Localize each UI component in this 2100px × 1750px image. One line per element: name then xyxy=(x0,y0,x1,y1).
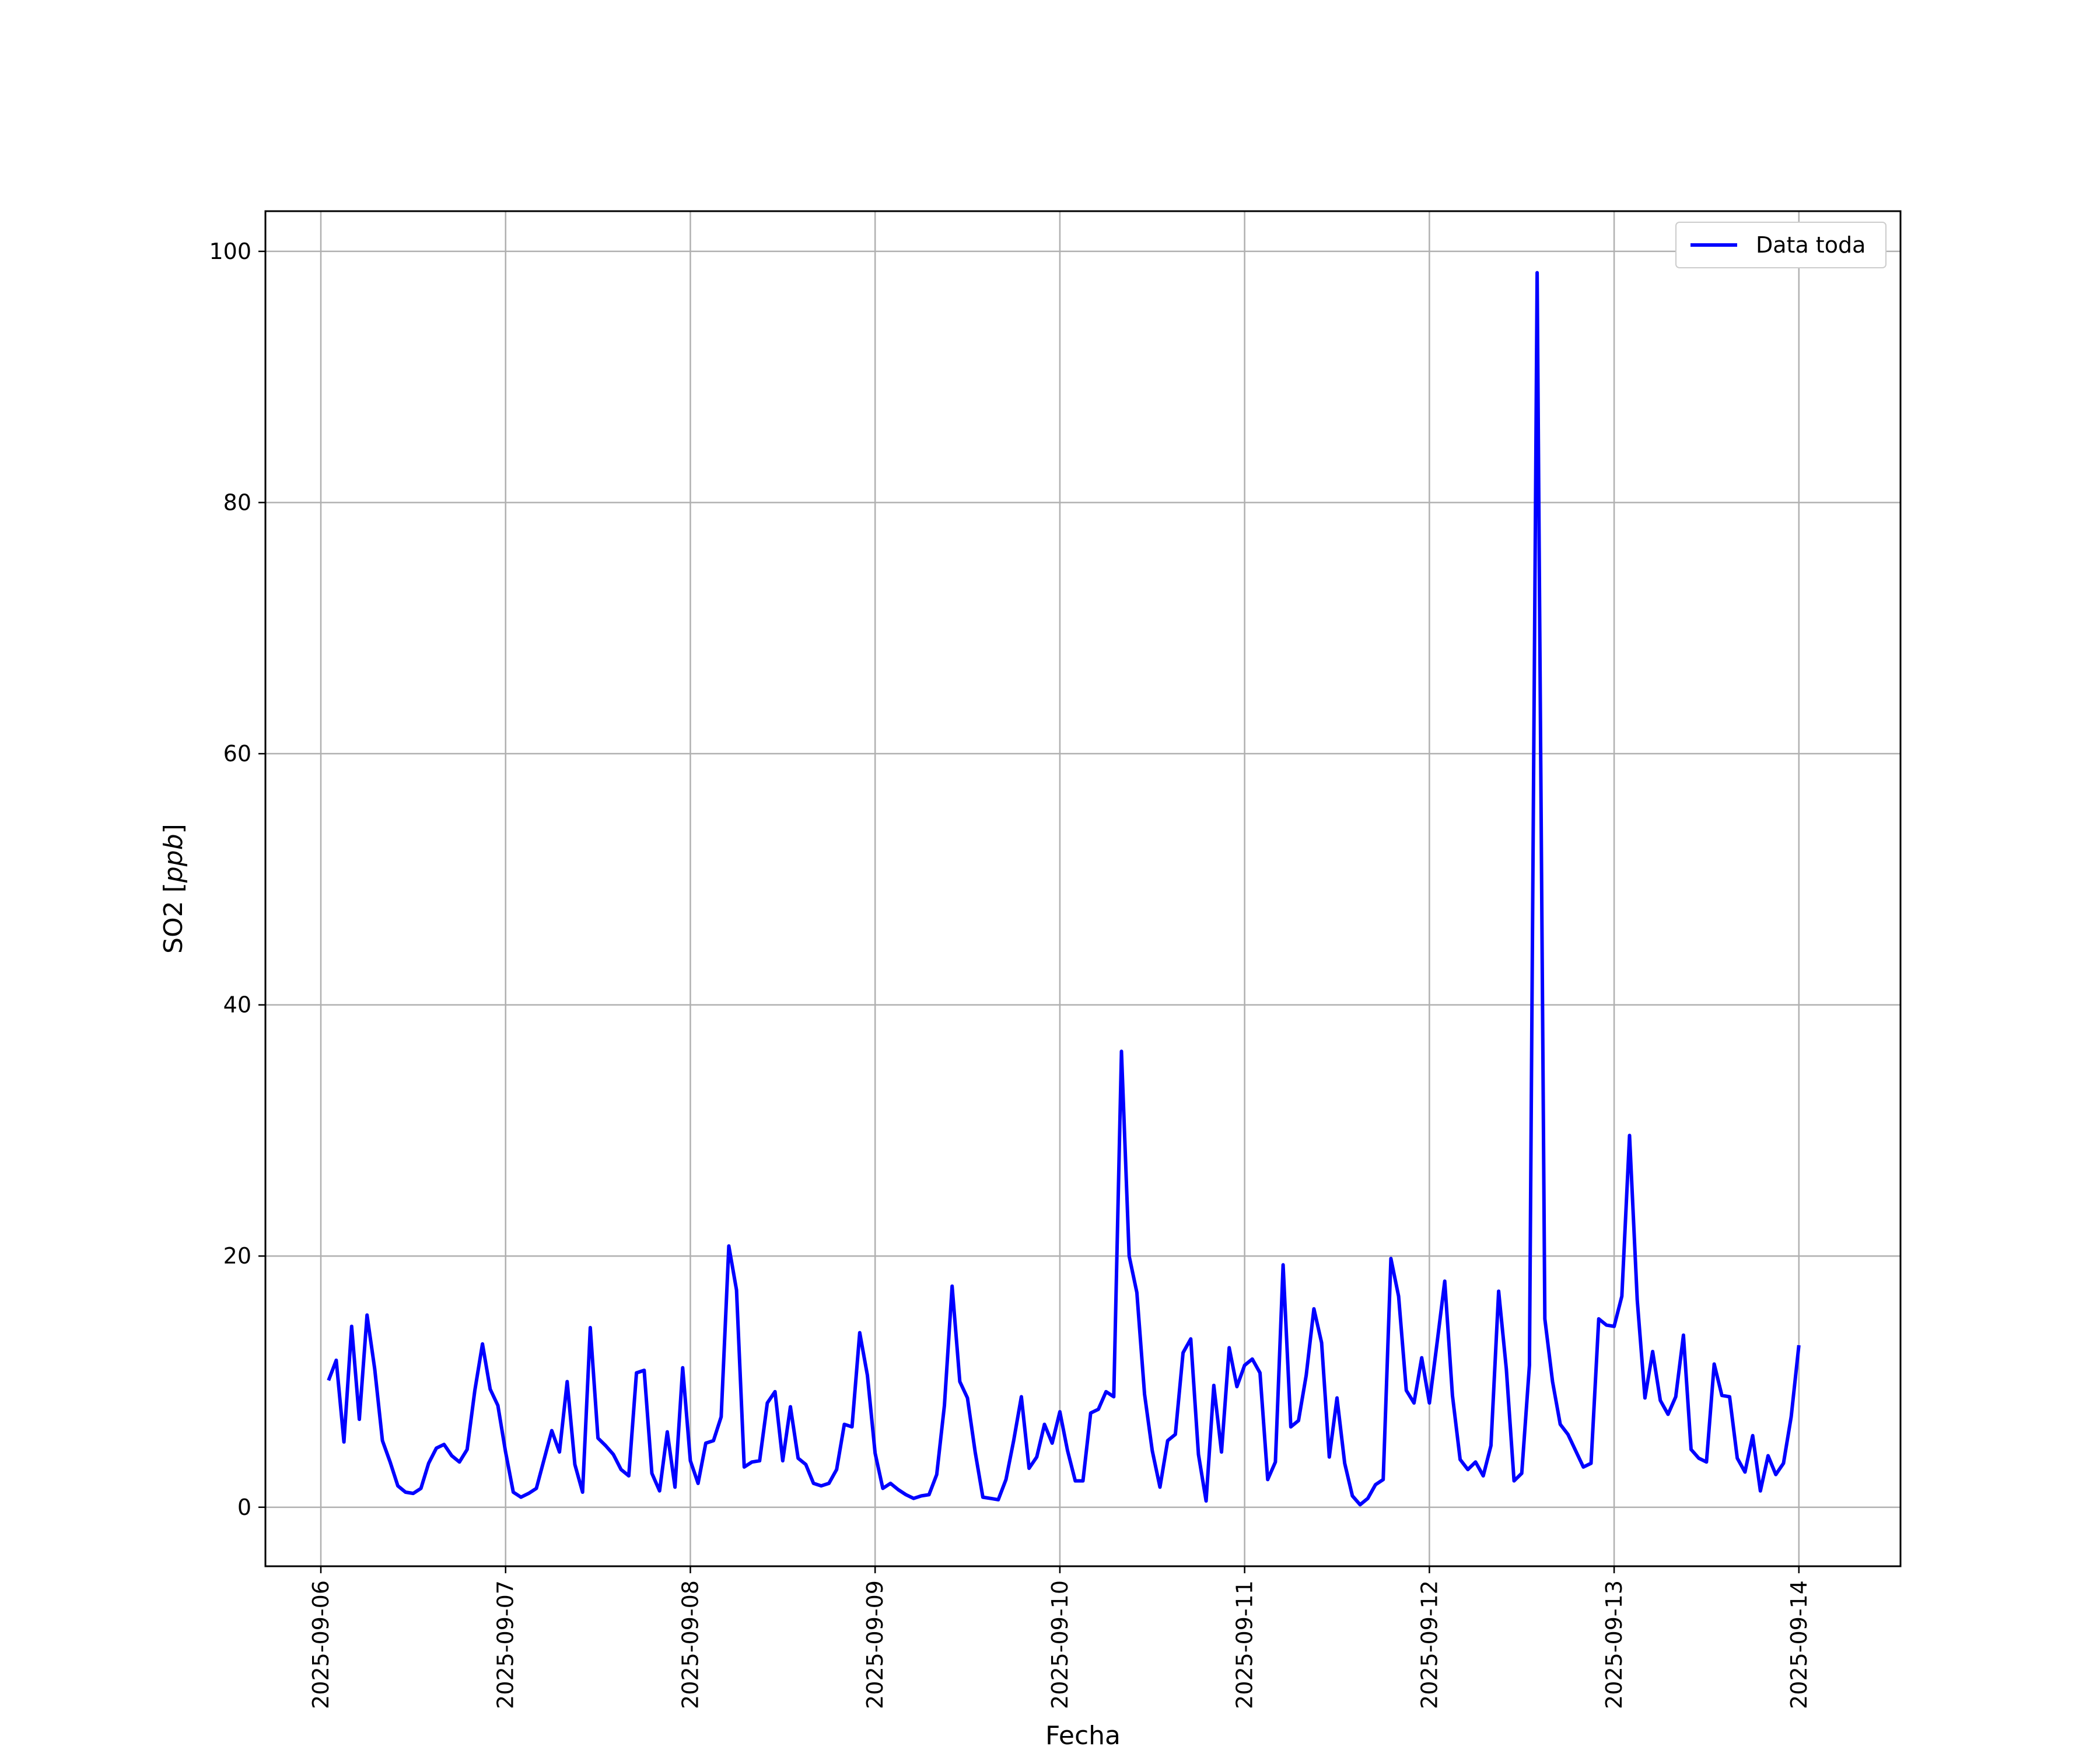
x-tick-label: 2025-09-09 xyxy=(862,1580,888,1709)
y-tick-label: 80 xyxy=(223,489,251,515)
y-tick-label: 20 xyxy=(223,1243,251,1269)
legend-entry-label: Data toda xyxy=(1756,232,1866,258)
y-axis-label: SO2 [ppb] xyxy=(159,824,188,954)
x-tick-label: 2025-09-10 xyxy=(1047,1580,1073,1709)
y-axis-label-unit: ppb xyxy=(159,834,188,883)
plot-area-frame xyxy=(264,210,1902,1567)
x-tick-label: 2025-09-13 xyxy=(1601,1580,1627,1709)
legend: Data toda xyxy=(1675,222,1887,268)
y-axis-ticks: 0 20 40 60 80 100 xyxy=(209,239,265,1520)
x-axis-ticks: 2025-09-06 2025-09-07 2025-09-08 2025-09-09… xyxy=(308,1566,1812,1709)
y-axis-label-bracket-open: [ xyxy=(159,883,188,892)
x-tick-label: 2025-09-07 xyxy=(493,1580,519,1709)
x-tick-label: 2025-09-11 xyxy=(1232,1580,1258,1709)
y-axis-label-bracket-close: ] xyxy=(159,824,188,834)
series-line-0 xyxy=(327,271,1801,1507)
y-axis-label-text: SO2 xyxy=(159,901,188,954)
y-tick-label: 60 xyxy=(223,741,251,766)
y-tick-label: 0 xyxy=(237,1494,251,1520)
series-layer xyxy=(327,271,1801,1507)
y-tick-label: 100 xyxy=(209,239,251,264)
legend-box xyxy=(1675,222,1887,268)
x-tick-label: 2025-09-12 xyxy=(1416,1580,1442,1709)
x-tick-label: 2025-09-14 xyxy=(1786,1580,1812,1709)
x-gridlines xyxy=(320,211,1800,1566)
x-axis-label: Fecha xyxy=(1045,1721,1121,1750)
x-tick-label: 2025-09-06 xyxy=(308,1580,334,1709)
y-tick-label: 40 xyxy=(223,992,251,1018)
y-gridlines xyxy=(265,250,1901,1508)
x-tick-label: 2025-09-08 xyxy=(677,1580,703,1709)
